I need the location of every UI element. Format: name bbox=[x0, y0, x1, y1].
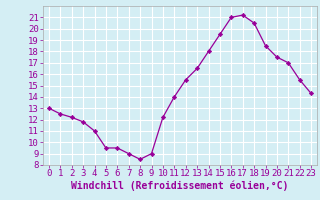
X-axis label: Windchill (Refroidissement éolien,°C): Windchill (Refroidissement éolien,°C) bbox=[71, 181, 289, 191]
